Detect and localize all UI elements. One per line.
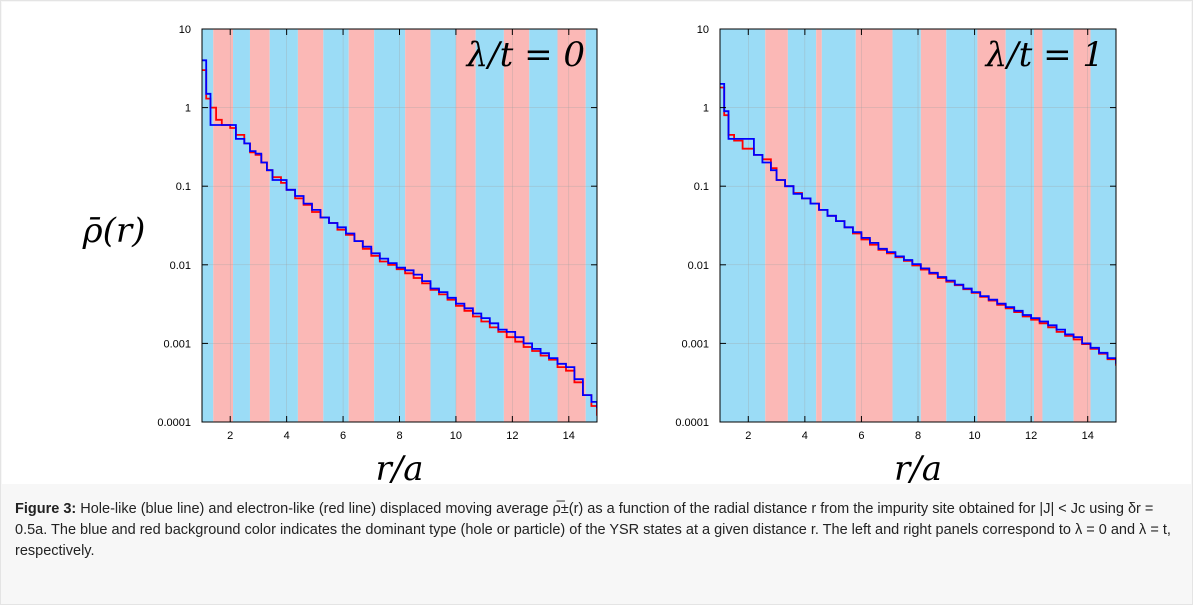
figure-label: Figure 3: — [15, 501, 77, 517]
background-band-particle — [348, 29, 375, 422]
y-axis-label: ρ̄(r) — [82, 211, 146, 251]
x-tick-label: 10 — [968, 430, 980, 442]
background-band-hole — [323, 29, 349, 422]
figure-caption: Figure 3: Hole-like (blue line) and elec… — [15, 499, 1180, 562]
series-line-hole — [202, 59, 597, 409]
background-band-particle — [213, 29, 234, 422]
background-band-hole — [1090, 29, 1116, 422]
chart-panel-left: 2 4 6 8 10 12 14 10 1 0.1 0.01 0.001 0.0001 λ/t = 0 r/… — [82, 24, 598, 484]
x-axis-label: r/a — [376, 449, 424, 484]
chart-panel-right: 2 4 6 8 10 12 14 10 1 0.1 0.01 0.001 0.0001 λ/t = 1 r/… — [675, 24, 1117, 484]
background-band-hole — [269, 29, 298, 422]
background-band-particle — [557, 29, 586, 422]
figure-area: 2 4 6 8 10 12 14 10 1 0.1 0.01 0.001 0.0001 λ/t = 0 r/… — [2, 2, 1191, 484]
background-band-hole — [475, 29, 504, 422]
background-band-hole — [892, 29, 921, 422]
background-band-hole — [529, 29, 558, 422]
x-tick-label: 12 — [506, 430, 518, 442]
y-tick-label: 0.01 — [688, 260, 709, 272]
panel-annotation: λ/t = 0 — [465, 35, 585, 75]
y-tick-label: 0.0001 — [157, 417, 191, 429]
y-tick-label: 1 — [703, 103, 709, 115]
x-axis-label: r/a — [894, 449, 942, 484]
x-tick-label: 6 — [858, 430, 864, 442]
x-tick-label: 4 — [284, 430, 290, 442]
y-tick-label: 10 — [697, 24, 709, 36]
background-band-particle — [1033, 29, 1043, 422]
background-band-hole — [374, 29, 406, 422]
series-line-hole — [720, 83, 1116, 364]
background-band-particle — [503, 29, 530, 422]
x-tick-label: 4 — [802, 430, 808, 442]
x-tick-label: 2 — [227, 430, 233, 442]
background-band-particle — [977, 29, 1006, 422]
background-band-hole — [585, 29, 597, 422]
x-tick-label: 10 — [450, 430, 462, 442]
y-tick-label: 0.01 — [170, 260, 191, 272]
background-band-particle — [455, 29, 476, 422]
x-tick-label: 14 — [1082, 430, 1094, 442]
background-band-hole — [233, 29, 250, 422]
background-band-particle — [816, 29, 822, 422]
background-band-particle — [1073, 29, 1091, 422]
background-band-particle — [765, 29, 788, 422]
y-tick-label: 0.001 — [163, 338, 191, 350]
background-band-particle — [920, 29, 947, 422]
y-tick-label: 0.1 — [176, 181, 191, 193]
caption-text: Hole-like (blue line) and electron-like … — [15, 501, 1171, 559]
background-band-hole — [946, 29, 978, 422]
y-tick-label: 1 — [185, 103, 191, 115]
background-band-hole — [720, 29, 766, 422]
background-band-hole — [821, 29, 856, 422]
y-tick-label: 10 — [179, 24, 191, 36]
background-band-hole — [1005, 29, 1034, 422]
x-tick-label: 8 — [396, 430, 402, 442]
y-tick-label: 0.1 — [694, 181, 709, 193]
background-band-hole — [430, 29, 456, 422]
y-tick-label: 0.001 — [681, 338, 709, 350]
x-tick-label: 6 — [340, 430, 346, 442]
x-tick-label: 14 — [563, 430, 575, 442]
x-tick-label: 12 — [1025, 430, 1037, 442]
x-tick-label: 8 — [915, 430, 921, 442]
background-band-particle — [297, 29, 324, 422]
background-band-particle — [855, 29, 893, 422]
background-band-particle — [249, 29, 270, 422]
background-band-hole — [202, 29, 214, 422]
background-band-particle — [405, 29, 431, 422]
background-band-hole — [1042, 29, 1074, 422]
background-band-hole — [787, 29, 817, 422]
x-tick-label: 2 — [745, 430, 751, 442]
panel-annotation: λ/t = 1 — [984, 35, 1104, 75]
y-tick-label: 0.0001 — [675, 417, 709, 429]
